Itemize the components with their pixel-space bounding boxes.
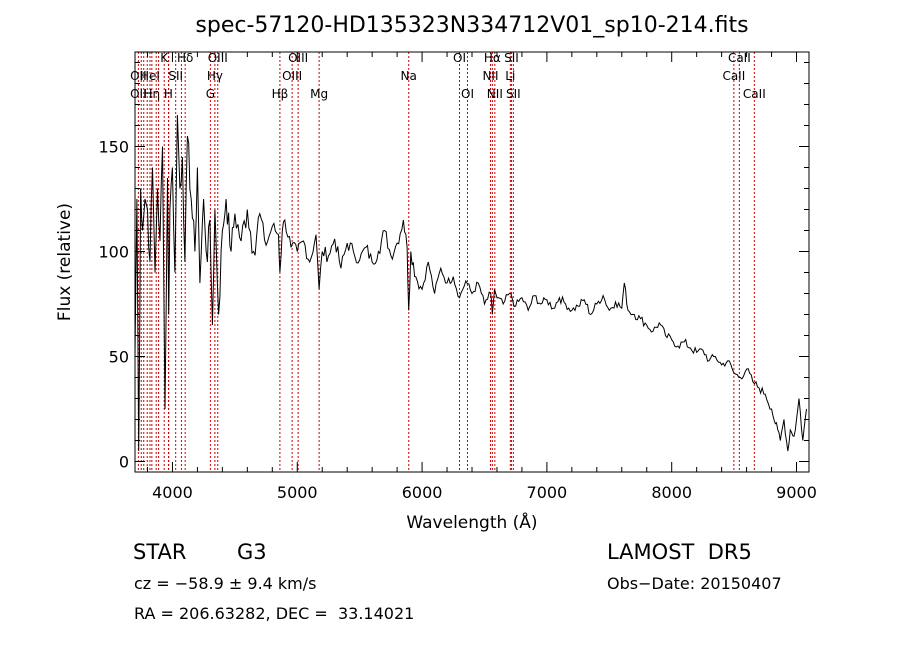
object-class: STAR [133, 540, 187, 564]
line-label-16-0: OIII [208, 51, 228, 65]
redshift-velocity: cz = −58.9 ± 9.4 km/s [134, 574, 317, 593]
line-label-28-0: SII [504, 51, 519, 65]
x-tick-label-0: 4000 [152, 483, 193, 502]
line-label-21-0: Na [401, 69, 417, 83]
line-label-30-0: CaII [722, 69, 745, 83]
survey-name: LAMOST DR5 [607, 540, 752, 564]
line-label-0-0: OII [130, 69, 147, 83]
line-label-23-0: OI [461, 87, 474, 101]
x-axis-label: Wavelength (Å) [406, 511, 537, 533]
spectral-subclass: G3 [237, 540, 267, 564]
line-label-32-0: CaII [743, 87, 766, 101]
line-label-5-0: Hη [144, 87, 161, 101]
observation-date: Obs−Date: 20150407 [607, 574, 782, 593]
y-tick-label-0: 0 [119, 453, 129, 472]
line-label-4-0: HeI [140, 69, 160, 83]
line-label-15-0: Hγ [207, 69, 223, 83]
line-label-31-0: CaII [728, 51, 751, 65]
line-label-29-0: SII [506, 87, 521, 101]
line-label-26-0: NII [487, 87, 503, 101]
line-label-17-0: Hβ [272, 87, 289, 101]
line-label-22-0: OI [453, 51, 466, 65]
spectral-line-markers [137, 52, 755, 472]
line-label-19-0: OIII [288, 51, 308, 65]
line-label-11-0: SII [168, 69, 183, 83]
line-label-9-0: H [164, 87, 173, 101]
line-label-14-0: G [206, 87, 215, 101]
line-label-20-0: Mg [310, 87, 328, 101]
y-axis-label: Flux (relative) [55, 203, 75, 321]
spectrum-series-line [134, 114, 807, 452]
line-label-8-0: K [160, 51, 169, 65]
x-axis-ticks: 4000 5000 6000 7000 8000 9000 [146, 52, 817, 502]
plot-frame [134, 51, 810, 473]
line-label-25-0: Hα [484, 51, 501, 65]
x-tick-label-1: 5000 [277, 483, 318, 502]
y-axis-ticks: 0 50 100 150 [98, 62, 809, 472]
x-tick-label-2: 6000 [402, 483, 443, 502]
y-tick-label-1: 50 [109, 348, 129, 367]
line-label-27-0: Li [505, 69, 515, 83]
y-tick-label-2: 100 [98, 243, 129, 262]
spectral-line-labels: OIIOIIHeIHηKHSIIHδGHγOIIIHβOIIIOIIIMgNaO… [130, 51, 766, 101]
x-tick-label-4: 8000 [651, 483, 692, 502]
coordinates: RA = 206.63282, DEC = 33.14021 [134, 604, 415, 623]
line-label-18-0: OIII [282, 69, 302, 83]
x-tick-label-5: 9000 [776, 483, 817, 502]
x-tick-label-3: 7000 [527, 483, 568, 502]
line-label-0-1: OII [130, 87, 147, 101]
line-label-13-0: Hδ [177, 51, 193, 65]
line-label-24-0: NII [482, 69, 498, 83]
y-tick-label-3: 150 [98, 138, 129, 157]
chart-title: spec-57120-HD135323N334712V01_sp10-214.f… [195, 13, 748, 38]
